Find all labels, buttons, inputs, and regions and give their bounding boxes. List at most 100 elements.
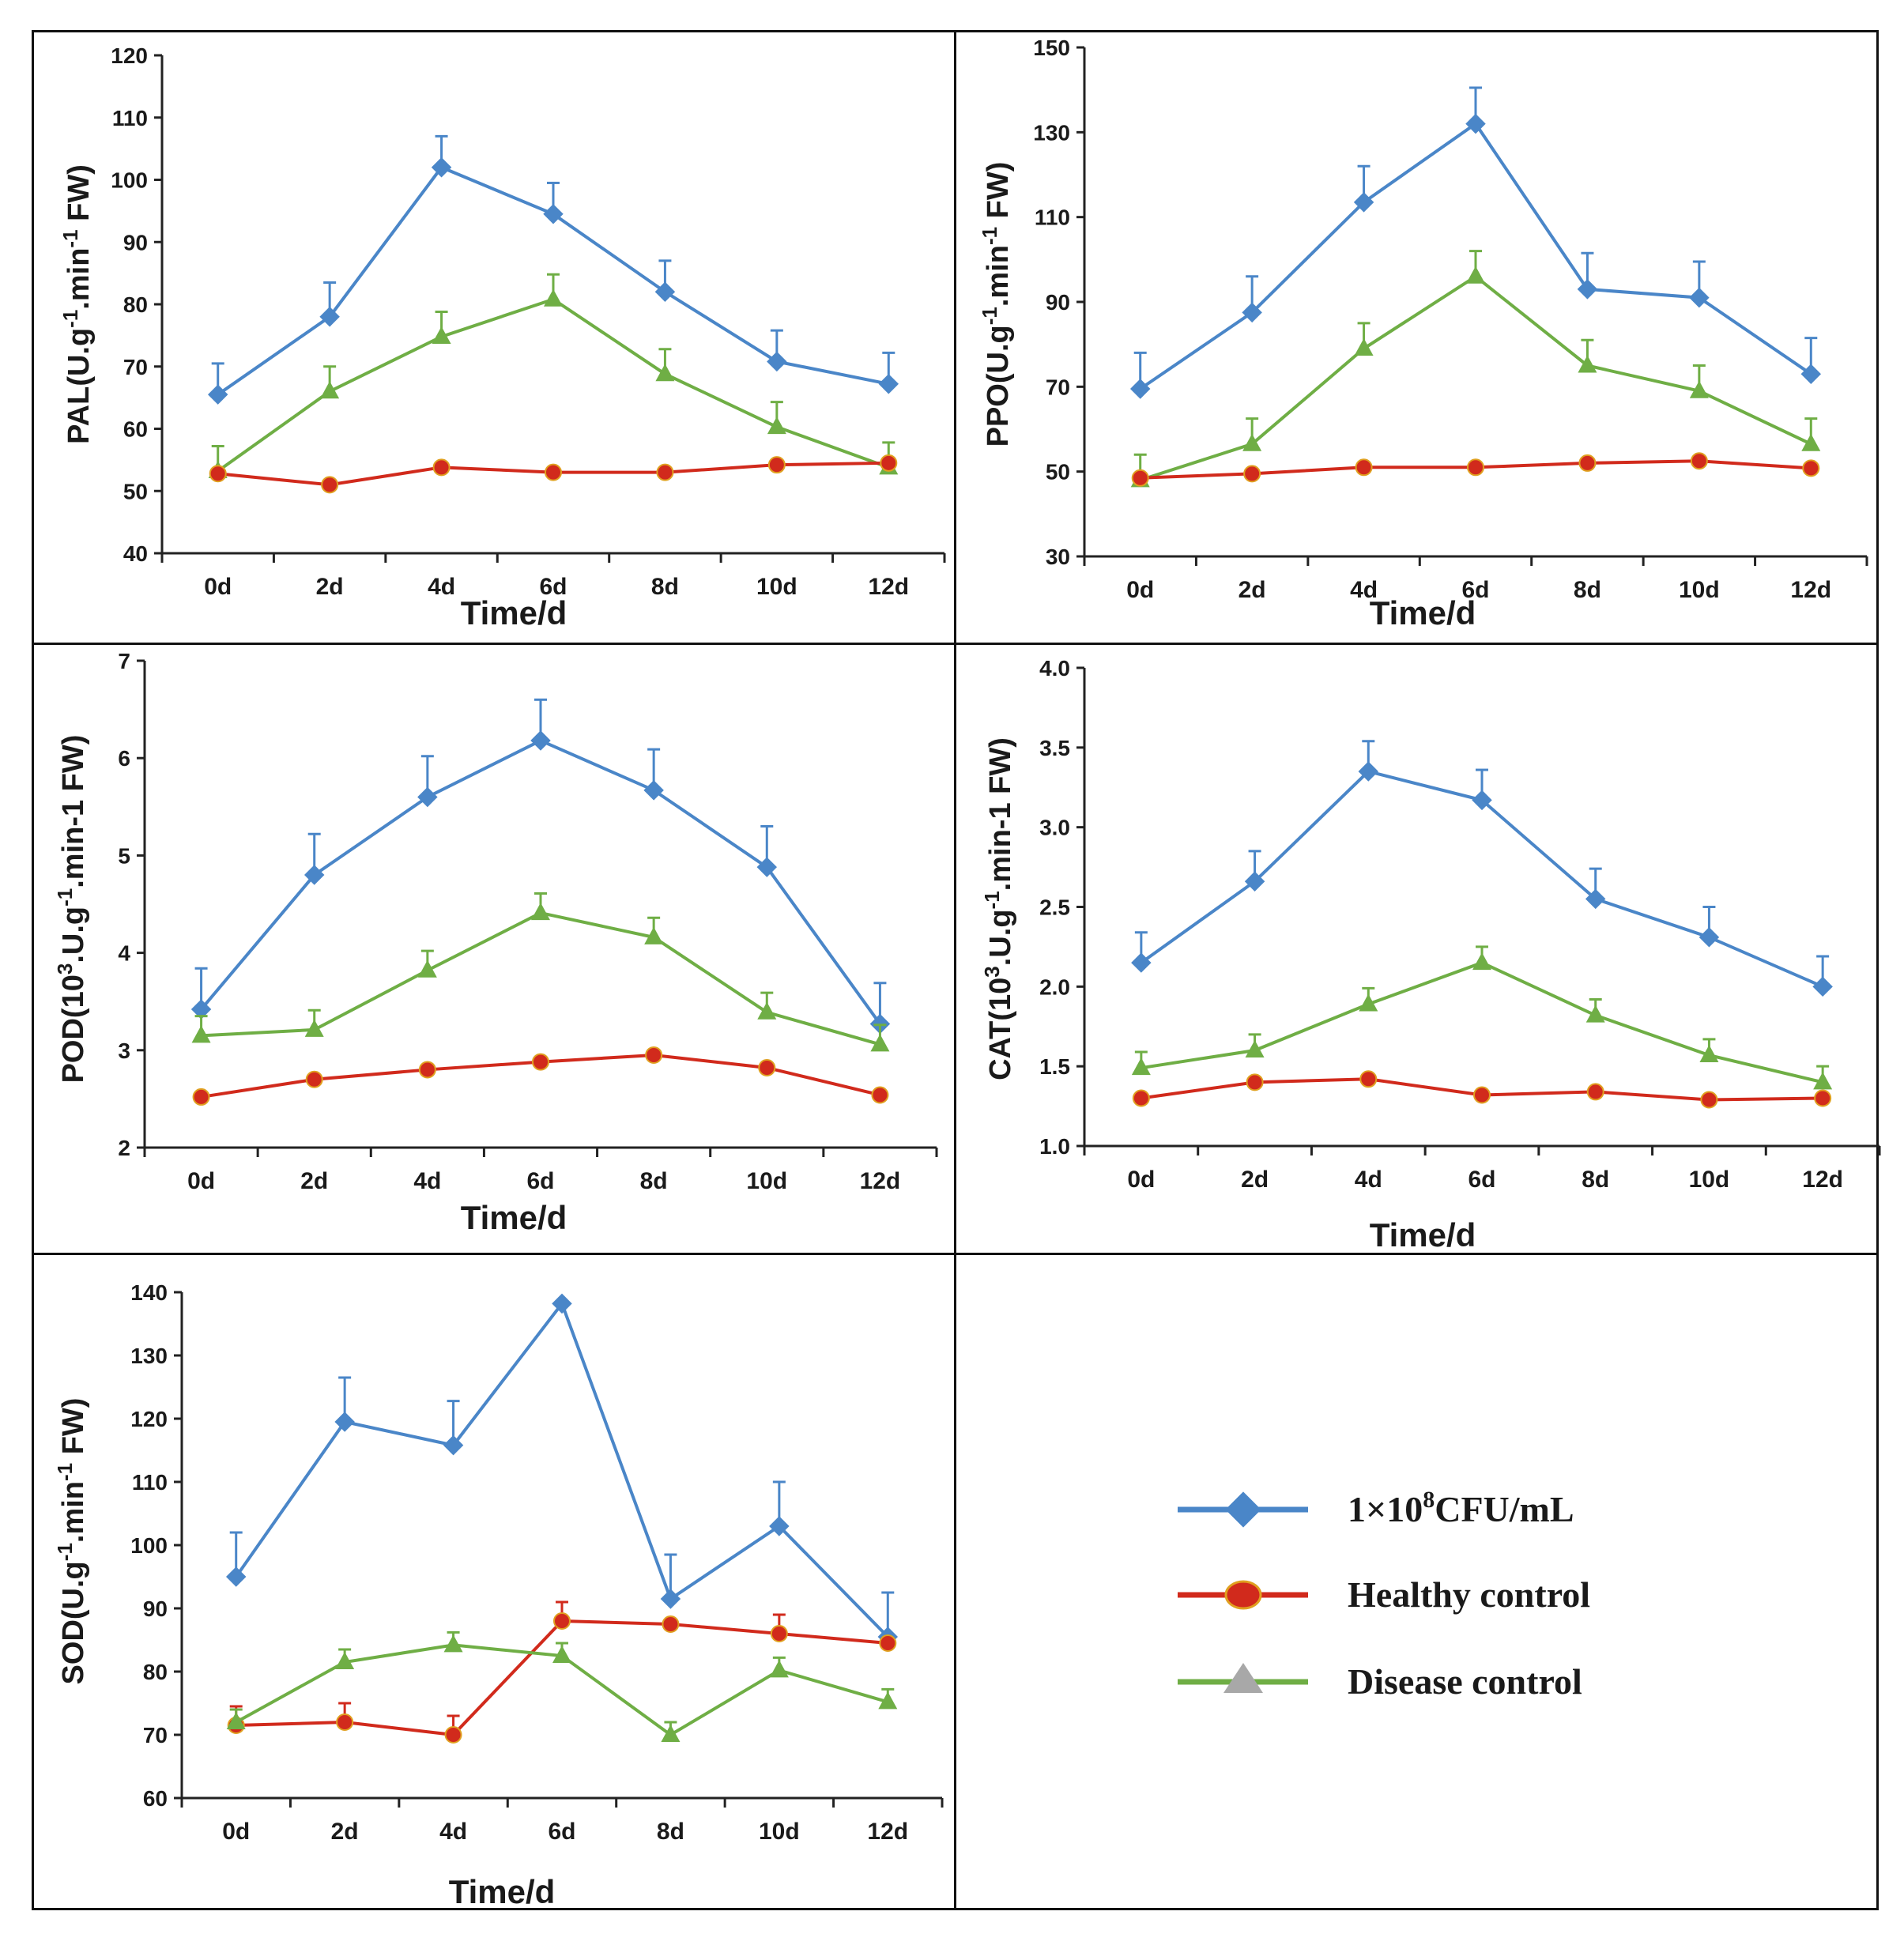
y-tick-label: 130 — [130, 1344, 168, 1368]
series-healthy — [1131, 452, 1820, 487]
data-point-circle — [1355, 458, 1373, 477]
data-point-circle — [1246, 1073, 1264, 1091]
data-point-triangle — [870, 1034, 890, 1052]
x-tick-label: 10d — [1689, 1167, 1730, 1193]
data-point-diamond — [643, 780, 664, 801]
x-tick-label: 4d — [1355, 1167, 1382, 1193]
data-point-circle — [1690, 452, 1708, 470]
data-point-diamond — [767, 351, 787, 372]
y-tick-label: 80 — [143, 1660, 168, 1684]
data-point-diamond — [431, 157, 452, 178]
y-tick-label: 6 — [118, 746, 130, 771]
x-tick-label: 2d — [1239, 577, 1266, 603]
data-point-circle — [1586, 1083, 1604, 1101]
data-point-diamond — [225, 1566, 247, 1587]
data-point-triangle — [1359, 993, 1378, 1012]
data-point-diamond — [417, 786, 438, 808]
x-tick-label: 6d — [1468, 1167, 1495, 1193]
y-tick-label: 90 — [123, 230, 148, 254]
data-point-circle — [192, 1088, 210, 1106]
x-tick-label: 8d — [651, 574, 679, 600]
data-point-triangle — [1466, 266, 1485, 284]
data-point-circle — [767, 456, 786, 474]
x-tick-label: 4d — [1350, 577, 1378, 603]
y-tick-label: 4 — [118, 941, 130, 966]
y-tick-label: 90 — [143, 1597, 168, 1621]
legend-triangle-marker — [1223, 1663, 1263, 1693]
data-point-triangle — [191, 1025, 211, 1043]
data-point-triangle — [644, 926, 664, 944]
x-tick-label: 10d — [756, 574, 797, 600]
x-tick-label: 2d — [300, 1168, 328, 1194]
data-point-diamond — [1465, 113, 1486, 134]
y-tick-label: 2.0 — [1039, 974, 1070, 999]
data-point-circle — [1467, 458, 1484, 477]
data-point-circle — [553, 1612, 571, 1630]
data-point-diamond — [1129, 379, 1151, 399]
data-point-circle — [1243, 465, 1261, 483]
data-point-circle — [1802, 459, 1820, 477]
x-tick-label: 2d — [316, 574, 344, 600]
legend-circle-marker — [1224, 1580, 1262, 1610]
series-disease — [1130, 250, 1821, 488]
x-axis-title: Time/d — [1370, 1216, 1476, 1253]
legend-entry-disease: Disease control — [1178, 1661, 1582, 1702]
chart-cat: 1.0 1.5 2.0 2.5 3.0 3.5 4.0 0d 2d 4d 6d 8d 10d 12d Tim… — [980, 656, 1881, 1253]
legend-entry-healthy: Healthy control — [1178, 1574, 1590, 1615]
x-axis-title: Time/d — [449, 1873, 556, 1910]
x-axis-title: Time/d — [461, 1199, 567, 1236]
data-point-triangle — [1472, 952, 1491, 971]
x-tick-label: 6d — [539, 574, 567, 600]
data-point-circle — [656, 463, 674, 481]
data-point-circle — [418, 1061, 436, 1079]
data-point-circle — [336, 1713, 354, 1731]
data-point-circle — [871, 1086, 889, 1104]
x-tick-label: 10d — [759, 1819, 800, 1845]
y-tick-label: 70 — [143, 1723, 168, 1747]
data-point-triangle — [1578, 355, 1597, 373]
data-point-triangle — [1813, 1072, 1833, 1090]
y-tick-label: 80 — [123, 292, 148, 317]
y-tick-label: 2 — [118, 1136, 130, 1160]
y-tick-label: 50 — [123, 479, 148, 503]
panel-ppo — [954, 30, 1879, 645]
y-tick-label: 90 — [1046, 290, 1070, 315]
y-tick-label: 110 — [132, 1470, 168, 1495]
legend-label-treated: 1×108CFU/mL — [1348, 1487, 1574, 1529]
y-tick-label: 60 — [123, 417, 148, 442]
y-tick-label: 1.5 — [1039, 1054, 1070, 1079]
data-point-circle — [432, 458, 451, 477]
y-tick-label: 4.0 — [1039, 656, 1070, 680]
x-tick-label: 2d — [331, 1819, 359, 1845]
data-point-circle — [209, 465, 227, 483]
data-point-triangle — [661, 1725, 681, 1742]
data-point-triangle — [769, 1660, 789, 1678]
panel-legend — [954, 1253, 1879, 1910]
y-tick-label: 120 — [130, 1407, 168, 1431]
x-axis-title: Time/d — [1370, 594, 1476, 631]
y-tick-label: 100 — [130, 1533, 168, 1558]
data-point-diamond — [660, 1589, 681, 1609]
data-point-diamond — [654, 281, 676, 302]
y-tick-label: 50 — [1046, 460, 1070, 484]
y-axis-title: SOD(U.g-1.min-1 FW) — [53, 1398, 90, 1685]
data-point-diamond — [1812, 976, 1833, 997]
data-point-triangle — [1354, 338, 1374, 356]
x-tick-label: 12d — [868, 574, 909, 600]
data-point-diamond — [319, 307, 340, 327]
data-point-circle — [1132, 1089, 1150, 1107]
data-point-circle — [1814, 1089, 1832, 1107]
series-line-treated — [200, 738, 882, 1025]
data-point-diamond — [207, 384, 228, 405]
series-healthy — [1132, 1070, 1832, 1109]
legend-diamond-marker — [1225, 1491, 1261, 1528]
data-point-triangle — [878, 1691, 898, 1710]
y-tick-label: 7 — [118, 649, 130, 673]
y-tick-label: 5 — [118, 843, 130, 868]
x-tick-label: 6d — [1461, 577, 1489, 603]
data-point-circle — [645, 1046, 663, 1064]
x-tick-label: 0d — [187, 1168, 215, 1194]
x-tick-label: 0d — [1126, 577, 1154, 603]
y-tick-label: 70 — [1046, 375, 1070, 399]
series-treated — [1129, 86, 1822, 399]
